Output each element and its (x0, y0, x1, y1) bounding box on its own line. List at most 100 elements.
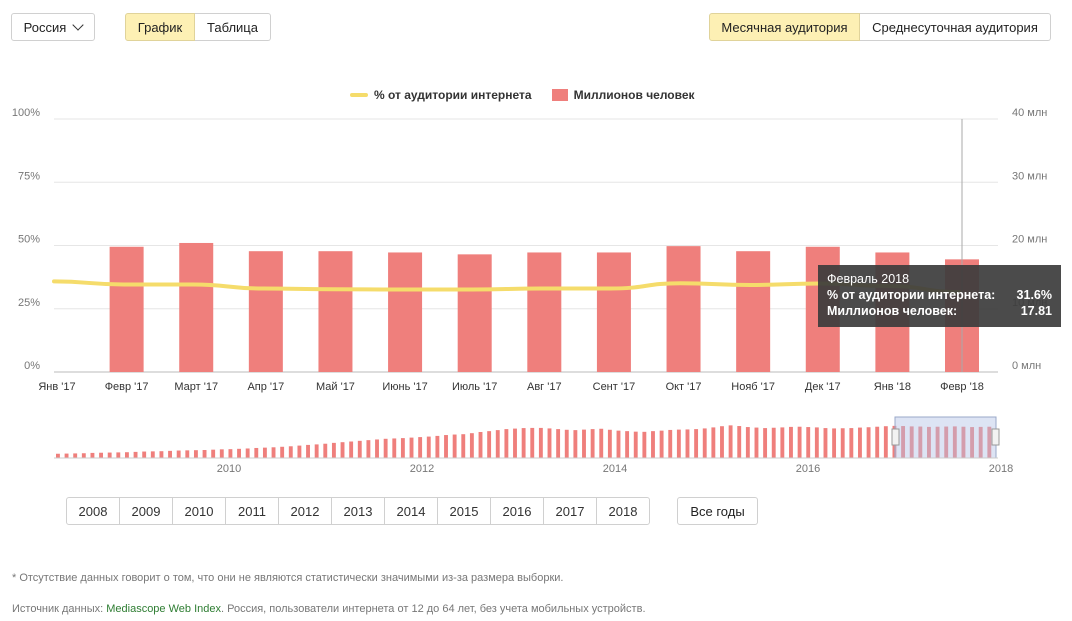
all-years-button[interactable]: Все годы (677, 497, 758, 525)
navigator-bar (254, 447, 259, 458)
navigator-bar (590, 429, 595, 458)
x-axis-tick: Сент '17 (593, 381, 636, 393)
legend-line-label[interactable]: % от аудитории интернета (374, 88, 532, 102)
bar[interactable] (527, 252, 562, 372)
navigator-bar (116, 452, 121, 458)
year-button[interactable]: 2011 (225, 497, 279, 525)
legend-bar-label[interactable]: Миллионов человек (573, 88, 695, 102)
x-axis-tick: Май '17 (316, 381, 355, 393)
tooltip-row-percent: % от аудитории интернета: 31.6% (827, 287, 1052, 303)
navigator-bar (400, 438, 405, 458)
navigator-bar (806, 427, 811, 458)
year-button[interactable]: 2013 (331, 497, 385, 525)
navigator-bar (659, 430, 664, 458)
navigator-bar (331, 442, 336, 458)
navigator-bar (711, 427, 716, 458)
chart-tooltip: Февраль 2018 % от аудитории интернета: 3… (818, 265, 1061, 327)
tab-monthly-audience-label: Месячная аудитория (721, 19, 848, 35)
navigator-bar (875, 426, 880, 458)
navigator-year-label: 2010 (217, 463, 241, 475)
navigator-selection[interactable] (894, 416, 997, 459)
navigator-bar (107, 452, 112, 458)
right-axis-tick: 30 млн (1012, 170, 1047, 182)
navigator-chart[interactable]: 2010 2012 2014 2016 2018 (0, 410, 1072, 480)
bar[interactable] (248, 251, 283, 372)
navigator-year-label: 2018 (989, 463, 1013, 475)
right-axis-tick: 40 млн (1012, 107, 1047, 119)
navigator-bar (823, 428, 828, 458)
year-button[interactable]: 2010 (172, 497, 226, 525)
source-link[interactable]: Mediascope Web Index (106, 603, 221, 615)
navigator-bar (814, 427, 819, 458)
navigator-bar (211, 449, 216, 458)
region-select[interactable]: Россия (11, 13, 95, 41)
navigator-bar (513, 428, 517, 458)
tab-monthly-audience[interactable]: Месячная аудитория (709, 13, 860, 41)
navigator-bar (789, 426, 793, 458)
navigator-handle-right[interactable] (991, 428, 1000, 446)
bar[interactable] (318, 251, 353, 372)
navigator-bar (245, 448, 250, 458)
navigator-bar (883, 426, 888, 458)
navigator-bar (366, 440, 371, 458)
navigator-bar (582, 429, 586, 458)
year-button[interactable]: 2015 (437, 497, 491, 525)
x-axis-tick: Янв '17 (38, 381, 75, 393)
tooltip-millions-label: Миллионов человек: (827, 304, 958, 318)
tooltip-percent-value: 31.6% (1016, 288, 1052, 302)
navigator-bar (159, 451, 164, 458)
left-axis-tick: 75% (18, 170, 40, 182)
footnote: * Отсутствие данных говорит о том, что о… (12, 572, 564, 584)
year-button[interactable]: 2014 (384, 497, 438, 525)
year-button[interactable]: 2018 (596, 497, 650, 525)
x-axis-tick: Авг '17 (527, 381, 562, 393)
navigator-bar (564, 429, 569, 458)
navigator-handle-left[interactable] (891, 428, 900, 446)
tab-chart[interactable]: График (125, 13, 195, 41)
navigator-bar (737, 426, 742, 458)
year-button[interactable]: 2008 (66, 497, 120, 525)
navigator-bar (633, 431, 638, 458)
bar[interactable] (457, 254, 492, 372)
chart-legend: % от аудитории интернета Миллионов челов… (350, 88, 695, 102)
navigator-bar (970, 427, 975, 458)
navigator-bar (797, 426, 802, 458)
navigator-bar (176, 450, 181, 458)
line-series-percent[interactable] (52, 279, 961, 295)
bar[interactable] (109, 246, 144, 372)
left-axis-tick: 25% (18, 297, 40, 309)
navigator-bar (538, 427, 543, 458)
navigator-bar (987, 426, 992, 458)
navigator-bar (426, 436, 431, 458)
bar[interactable] (736, 251, 771, 372)
tab-daily-audience[interactable]: Среднесуточная аудитория (860, 13, 1051, 41)
bar[interactable] (666, 246, 701, 372)
navigator-bar (685, 429, 690, 458)
bar[interactable] (596, 252, 631, 372)
year-button[interactable]: 2017 (543, 497, 597, 525)
navigator-bar (771, 427, 776, 458)
tooltip-row-millions: Миллионов человек: 17.81 (827, 303, 1052, 319)
x-axis-tick: Янв '18 (874, 381, 911, 393)
navigator-bar (521, 428, 526, 458)
year-button[interactable]: 2009 (119, 497, 173, 525)
navigator-bar (349, 441, 354, 458)
legend-line-swatch (350, 93, 368, 97)
navigator-bar (271, 447, 276, 458)
navigator-bar (150, 451, 155, 458)
navigator-bar (357, 440, 362, 458)
tab-table[interactable]: Таблица (195, 13, 271, 41)
year-button[interactable]: 2012 (278, 497, 332, 525)
navigator-bar (193, 450, 198, 458)
year-button[interactable]: 2016 (490, 497, 544, 525)
source-note: Источник данных: Mediascope Web Index. Р… (12, 603, 646, 615)
navigator-bar (720, 426, 724, 458)
navigator-bar (219, 449, 224, 458)
bar[interactable] (388, 252, 423, 372)
navigator-bar (832, 428, 837, 458)
navigator-year-label: 2016 (796, 463, 820, 475)
navigator-bar (375, 439, 379, 458)
bar[interactable] (179, 242, 214, 372)
left-axis-tick: 0% (24, 360, 40, 372)
